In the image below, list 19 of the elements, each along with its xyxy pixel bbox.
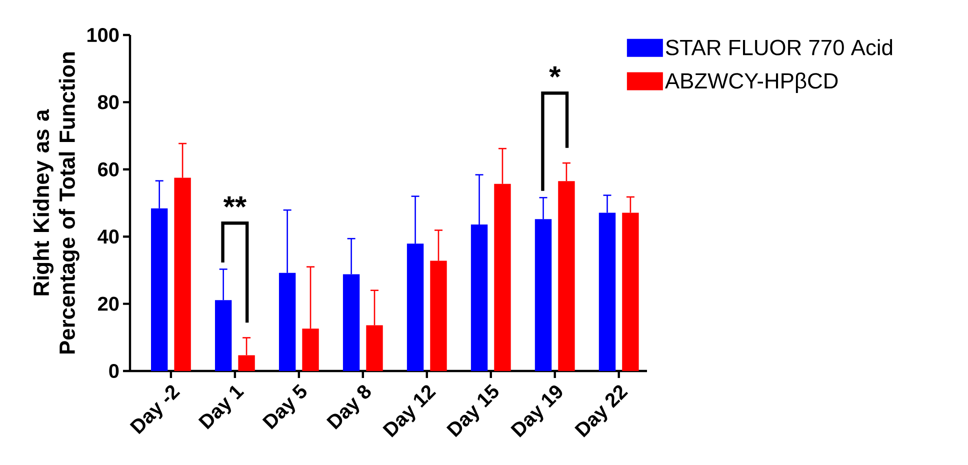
y-tick-label: 100 xyxy=(87,28,119,42)
x-tick-label: Day -2 xyxy=(130,385,180,434)
x-tick-label: Day 5 xyxy=(262,384,306,430)
y-tick-label: 20 xyxy=(98,296,119,311)
x-tick-label: Day 12 xyxy=(382,385,436,438)
annotation: ** xyxy=(223,196,247,208)
y-axis-title: Right Kidney as a Percentage of Total Function xyxy=(32,52,80,354)
legend-label: ABZWCY-HPβCD xyxy=(664,72,838,93)
annotation: * xyxy=(549,66,561,78)
y-tick-label: 40 xyxy=(98,230,119,244)
legend-label: STAR FLUOR 770 Acid xyxy=(666,39,892,56)
x-tick-label: Day 22 xyxy=(574,385,628,438)
y-tick-label: 80 xyxy=(98,95,119,110)
y-tick-label: 0 xyxy=(109,364,119,378)
x-tick-label: Day 8 xyxy=(326,385,371,430)
x-tick-label: Day 1 xyxy=(198,386,244,430)
y-tick-label: 60 xyxy=(98,162,119,176)
x-tick-label: Day 15 xyxy=(446,384,498,438)
x-tick-label: Day 19 xyxy=(510,386,562,438)
